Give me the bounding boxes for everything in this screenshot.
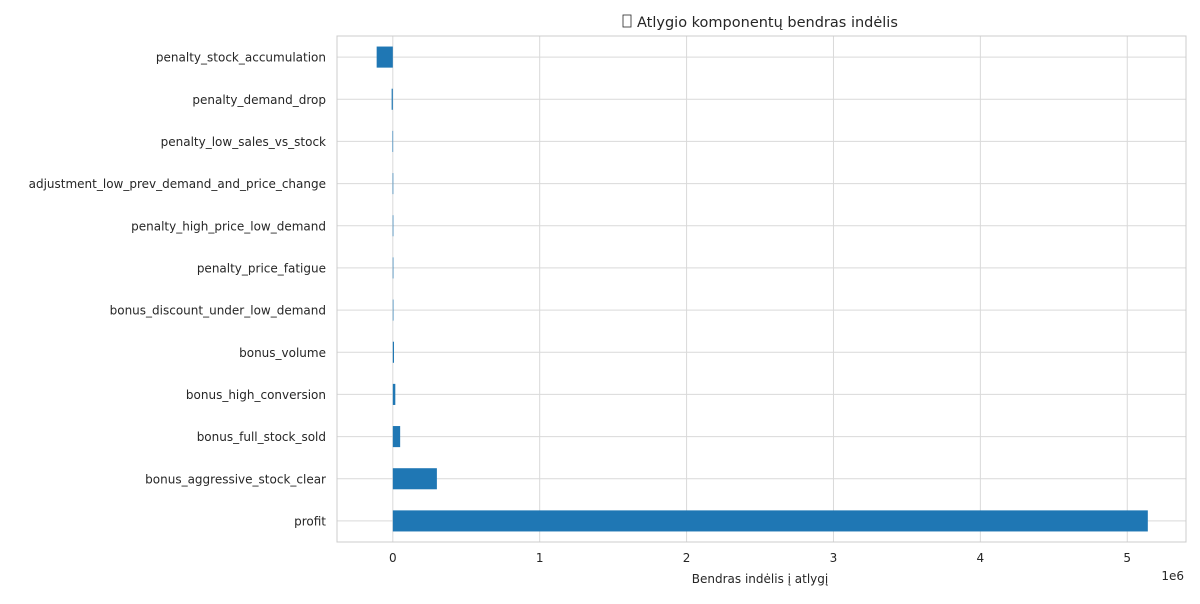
y-tick-label: penalty_stock_accumulation [156, 51, 326, 65]
chart-title: Atlygio komponentų bendras indėlis [637, 15, 898, 31]
bar-bonus_aggressive_stock_clear [392, 468, 437, 490]
y-tick-label: profit [294, 514, 326, 528]
y-tick-labels: penalty_stock_accumulation penalty_demand… [29, 51, 327, 529]
bar-layer [376, 46, 1148, 532]
y-tick-label: penalty_low_sales_vs_stock [161, 135, 326, 149]
bar-bonus_full_stock_sold [392, 426, 401, 448]
x-tick-label: 2 [683, 551, 691, 565]
bar-adjustment_low_prev_demand_and_price_change [392, 173, 394, 195]
x-tick-label: 4 [977, 551, 985, 565]
x-tick-label: 1 [536, 551, 544, 565]
y-tick-label: bonus_aggressive_stock_clear [145, 472, 326, 486]
bar-profit [392, 510, 1148, 532]
bar-penalty_high_price_low_demand [392, 215, 394, 237]
chart-title-group: Atlygio komponentų bendras indėlis [622, 14, 898, 31]
y-tick-label: bonus_full_stock_sold [197, 430, 326, 444]
y-tick-label: bonus_volume [239, 346, 326, 360]
x-axis-scale-label: 1e6 [1161, 569, 1184, 583]
bar-bonus_discount_under_low_demand [392, 299, 394, 321]
y-tick-label: bonus_discount_under_low_demand [110, 304, 326, 318]
bar-penalty_demand_drop [391, 88, 393, 110]
bar-penalty_price_fatigue [392, 257, 394, 279]
x-axis-label: Bendras indėlis į atlygį [692, 572, 829, 586]
x-tick-labels: 0 1 2 3 4 5 [389, 551, 1131, 565]
x-tick-label: 0 [389, 551, 397, 565]
bar-bonus_volume [392, 341, 394, 363]
missing-glyph-icon [622, 14, 632, 28]
bar-penalty_stock_accumulation [376, 46, 393, 68]
plot-frame [336, 35, 1187, 543]
y-tick-label: adjustment_low_prev_demand_and_price_cha… [29, 177, 326, 191]
grid-layer [337, 36, 1186, 542]
bar-penalty_low_sales_vs_stock [392, 130, 394, 152]
y-tick-label: penalty_high_price_low_demand [131, 219, 326, 233]
x-tick-label: 3 [830, 551, 838, 565]
bar-bonus_high_conversion [392, 383, 396, 405]
y-tick-label: penalty_price_fatigue [197, 261, 326, 275]
x-tick-label: 5 [1123, 551, 1131, 565]
y-tick-label: penalty_demand_drop [192, 93, 326, 107]
y-tick-label: bonus_high_conversion [186, 388, 326, 402]
